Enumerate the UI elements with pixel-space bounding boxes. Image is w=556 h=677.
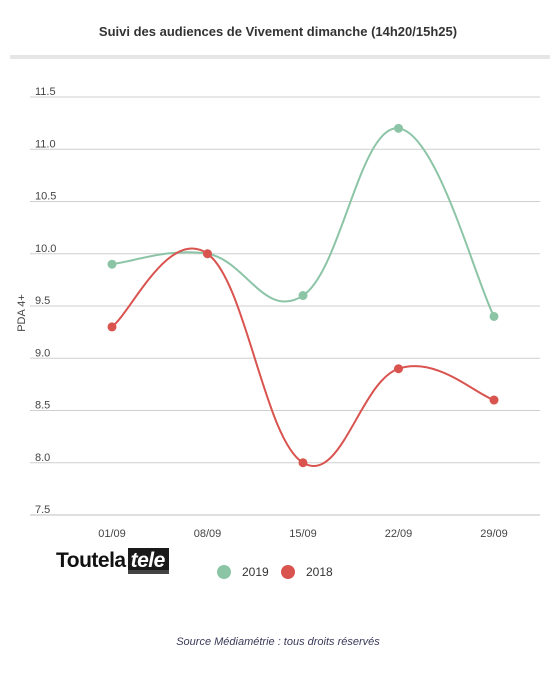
legend-label-2018[interactable]: 2018 [306, 565, 333, 579]
y-tick-label: 8.5 [35, 400, 50, 412]
data-point-2018[interactable] [489, 395, 499, 405]
grid-lines [30, 96, 540, 516]
y-tick-label: 9.0 [35, 347, 50, 359]
y-tick-label: 9.5 [35, 295, 50, 307]
legend-marker-2019[interactable] [217, 565, 231, 579]
y-tick-label: 8.0 [35, 452, 50, 464]
data-point-2019[interactable] [298, 291, 308, 301]
data-point-2019[interactable] [394, 123, 403, 133]
y-tick-labels: 11.5 11.0 10.5 10.0 9.5 9.0 8.5 8.0 7.5 [35, 86, 56, 516]
y-tick-label: 10.0 [35, 243, 56, 255]
series-line-2019 [111, 127, 495, 317]
y-tick-label: 11.5 [35, 86, 56, 98]
data-point-2018[interactable] [203, 249, 212, 259]
x-tick-labels: 01/09 08/09 15/09 22/09 29/09 [98, 528, 508, 540]
source-note: Source Médiamétrie : tous droits réservé… [176, 636, 380, 648]
legend-marker-2018[interactable] [281, 565, 295, 579]
toutelatele-logo: Toutela tele [56, 548, 169, 574]
series-group [107, 123, 499, 468]
data-point-2018[interactable] [394, 364, 403, 374]
x-tick-label: 29/09 [480, 528, 508, 540]
data-point-2018[interactable] [107, 322, 117, 332]
logo-text-part2: tele [127, 548, 169, 574]
series-2018 [107, 247, 499, 468]
y-tick-label: 7.5 [35, 504, 50, 516]
data-point-2018[interactable] [298, 458, 308, 468]
chart-title: Suivi des audiences de Vivement dimanche… [98, 24, 458, 39]
x-tick-label: 08/09 [194, 528, 222, 540]
x-tick-label: 22/09 [385, 528, 413, 540]
x-tick-label: 15/09 [289, 528, 317, 540]
y-tick-label: 11.0 [35, 138, 56, 150]
logo-text-part1: Toutela [56, 549, 126, 572]
legend: 2019 2018 [217, 565, 333, 579]
data-point-2019[interactable] [489, 311, 499, 321]
y-tick-label: 10.5 [35, 191, 56, 203]
y-axis-label: PDA 4+ [16, 294, 28, 332]
series-2019 [107, 123, 499, 321]
title-divider [10, 55, 550, 59]
series-line-2018 [111, 247, 495, 467]
legend-label-2019[interactable]: 2019 [242, 565, 269, 579]
data-point-2019[interactable] [107, 259, 117, 269]
x-tick-label: 01/09 [98, 528, 126, 540]
